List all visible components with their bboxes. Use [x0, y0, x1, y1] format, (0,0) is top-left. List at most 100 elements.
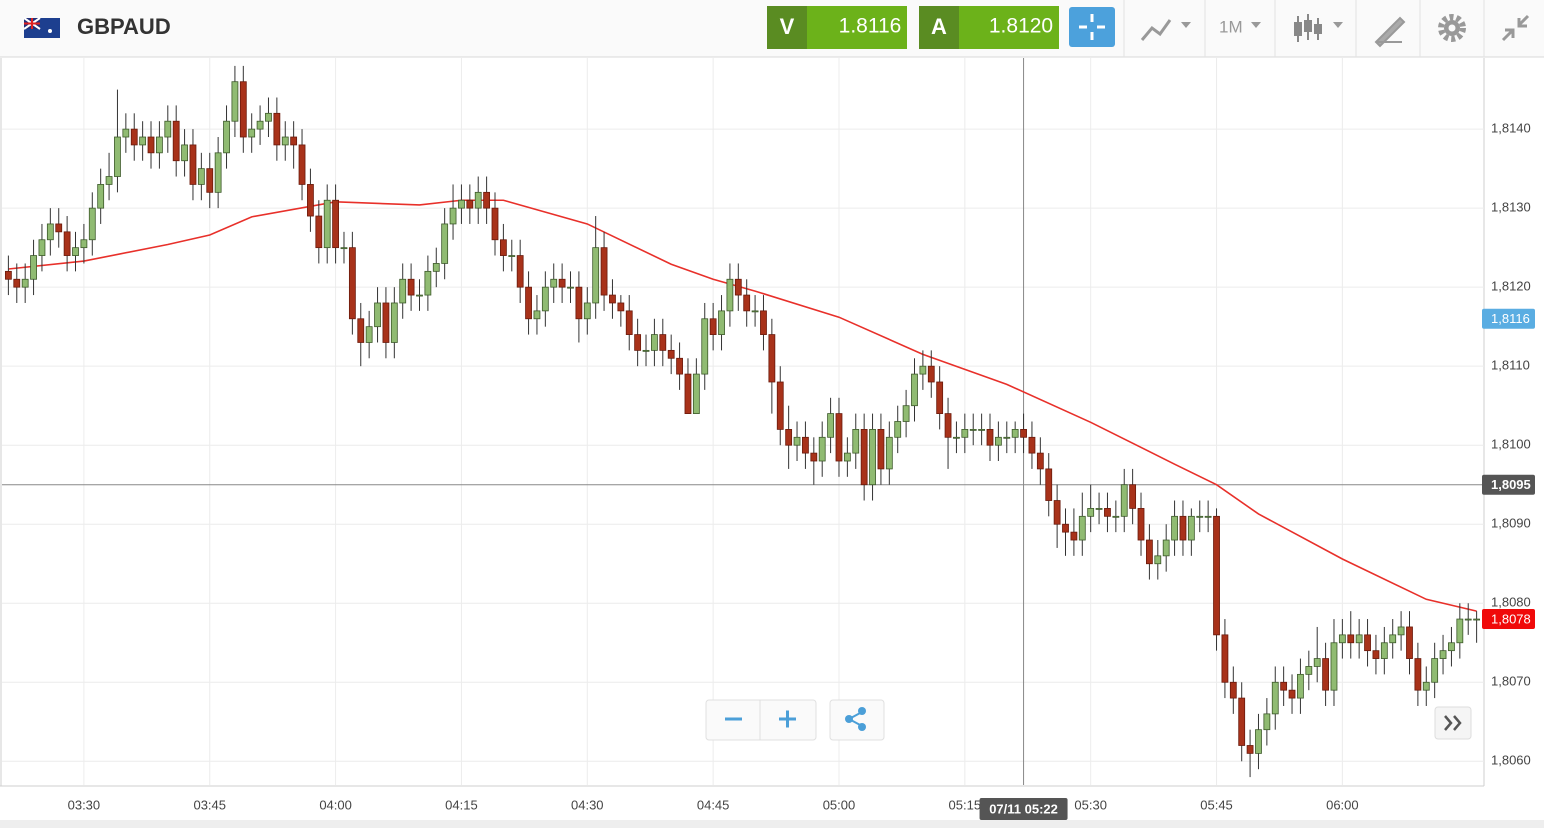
candle-body [323, 199, 331, 249]
candle-body [1288, 689, 1296, 699]
zoom-in-button[interactable] [779, 710, 796, 728]
candle-body [651, 334, 658, 351]
buy-label[interactable]: A [931, 14, 947, 39]
candle-body [139, 136, 147, 146]
candle-body [424, 270, 432, 296]
scroll-end-button[interactable] [1444, 715, 1462, 731]
y-tick-label: 1,8060 [1491, 753, 1531, 768]
y-tick-label: 1,8140 [1491, 121, 1531, 136]
candle-body [348, 247, 356, 320]
candle-body [953, 436, 960, 439]
candle-body [944, 413, 952, 438]
candle-body [541, 286, 549, 312]
candle-body [1011, 429, 1019, 438]
candle-body [483, 191, 491, 209]
candle-body [307, 184, 314, 217]
candle-body [390, 302, 398, 343]
sell-label[interactable]: V [780, 14, 795, 39]
candle-body [1280, 681, 1288, 691]
candle-body [567, 286, 574, 289]
candle-body [63, 231, 71, 256]
candle-body [407, 278, 415, 296]
x-tick-label: 05:30 [1074, 797, 1107, 812]
gear-teeth[interactable] [1438, 14, 1466, 42]
candles-icon[interactable] [1294, 22, 1302, 36]
candle-body [1028, 436, 1036, 454]
candle-body [105, 176, 113, 185]
collapse-button[interactable] [1501, 14, 1530, 42]
candles-icon[interactable] [1304, 20, 1312, 32]
candle-body [1196, 515, 1204, 518]
candle-body [533, 310, 541, 320]
zoom-controls [705, 699, 1472, 741]
dropdown-arrow[interactable] [1181, 22, 1191, 28]
dropdown-arrow[interactable] [1333, 22, 1343, 28]
crosshair-button[interactable] [1069, 7, 1115, 47]
candle-body [164, 120, 172, 138]
y-tick-label: 1,8090 [1491, 516, 1531, 531]
candle-body [894, 421, 902, 438]
timeframe-button[interactable]: 1M [1219, 17, 1261, 36]
sell-button[interactable]: V 1.8116 [767, 6, 907, 49]
y-tick-label: 1,8100 [1491, 437, 1531, 452]
share-button[interactable] [845, 707, 866, 731]
price-tag [1482, 308, 1535, 329]
candle-body [927, 365, 935, 383]
candle-body [1129, 484, 1137, 509]
y-tick-label: 1,8110 [1491, 358, 1530, 373]
candle-body [835, 413, 843, 462]
candle-body [13, 278, 21, 288]
candle-body [466, 199, 474, 209]
share-icon[interactable] [858, 723, 866, 731]
candle-body [1389, 634, 1397, 644]
flag-cross-red [24, 18, 40, 29]
draw-tool-button[interactable] [1374, 16, 1406, 48]
timeframe-label[interactable]: 1M [1219, 17, 1243, 36]
candle-body [72, 247, 79, 256]
buy-label-bg[interactable] [919, 6, 959, 49]
zoom-box [705, 699, 817, 741]
gear-hole[interactable] [1448, 24, 1456, 32]
candle-body [1397, 626, 1405, 636]
candle-body [38, 239, 46, 256]
chart-type-button[interactable] [1140, 19, 1191, 41]
candle-body [760, 310, 767, 335]
settings-button[interactable] [1438, 14, 1466, 42]
candle-body [499, 239, 507, 256]
candle-body [1313, 658, 1321, 667]
crosshair-price-label: 1,8095 [1491, 477, 1531, 492]
candle-body [340, 247, 348, 250]
candle-body [1154, 555, 1162, 565]
candle-body [1271, 681, 1279, 715]
candle-body [734, 278, 742, 296]
candle-body [55, 223, 63, 233]
x-tick-label: 05:15 [949, 797, 982, 812]
share-icon[interactable] [845, 715, 853, 723]
candle-body [1213, 515, 1220, 636]
candle-body [441, 223, 449, 264]
candle-body [1246, 745, 1254, 754]
candle-body [726, 278, 734, 312]
chart-type-icon[interactable] [1140, 19, 1172, 41]
candle-body [1053, 500, 1061, 525]
candle-body [30, 255, 37, 280]
candle-body [592, 247, 600, 304]
candle-body [357, 318, 365, 343]
crosshair-button-bg[interactable] [1069, 7, 1115, 47]
share-icon[interactable] [858, 707, 866, 715]
x-tick-label: 03:30 [68, 797, 101, 812]
sell-price[interactable]: 1.8116 [839, 15, 902, 38]
candle-body [1221, 634, 1229, 683]
candle-body [1473, 618, 1481, 621]
buy-price[interactable]: 1.8120 [989, 15, 1053, 38]
indicator-button[interactable] [1294, 14, 1343, 42]
candle-body [961, 429, 969, 438]
candle-body [449, 207, 457, 225]
buy-button[interactable]: A 1.8120 [919, 6, 1059, 49]
dropdown-arrow[interactable] [1251, 22, 1261, 28]
candle-body [156, 136, 163, 154]
crosshair-icon[interactable] [1079, 14, 1105, 40]
candle-body [1020, 429, 1027, 438]
candles-icon[interactable] [1314, 24, 1322, 34]
sell-label-bg[interactable] [767, 6, 807, 49]
